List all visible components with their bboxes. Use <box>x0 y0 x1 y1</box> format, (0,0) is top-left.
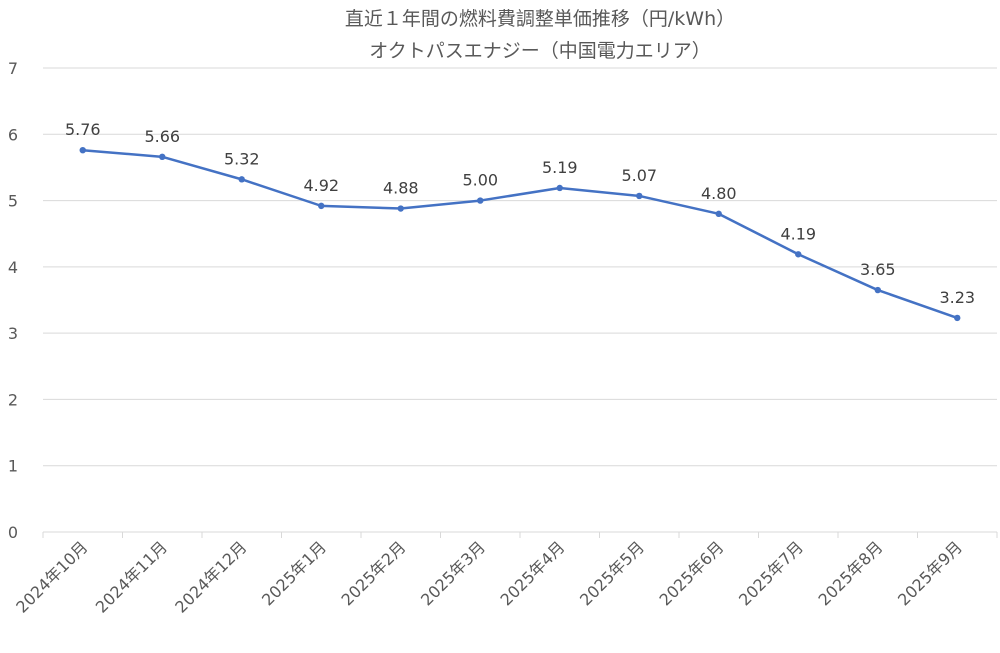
data-point <box>238 176 245 183</box>
data-point <box>79 146 86 154</box>
data-point <box>556 184 563 192</box>
data-label: 5.00 <box>462 171 498 190</box>
y-tick-label: 7 <box>8 59 18 78</box>
series-line <box>81 148 959 320</box>
gridlines <box>43 67 997 467</box>
y-tick-label: 3 <box>8 324 18 343</box>
y-axis: 0 1 2 3 4 5 6 7 <box>8 59 18 542</box>
data-label: 5.66 <box>144 127 180 146</box>
x-tick-label: 2025年3月 <box>417 537 489 609</box>
data-label: 4.88 <box>383 179 419 198</box>
y-tick-label: 4 <box>8 258 18 277</box>
x-tick-label: 2025年6月 <box>656 537 728 609</box>
data-point <box>715 210 722 218</box>
x-tick-label: 2025年9月 <box>894 537 966 609</box>
data-point <box>477 197 484 204</box>
data-point <box>636 192 643 200</box>
x-tick-label: 2024年10月 <box>12 537 91 616</box>
data-point <box>159 153 166 161</box>
x-tick-label: 2025年2月 <box>338 537 410 609</box>
chart-subtitle: オクトパスエナジー（中国電力エリア） <box>369 40 711 62</box>
x-tick-label: 2025年4月 <box>497 537 569 609</box>
data-label: 3.23 <box>939 288 975 307</box>
x-tick-label: 2025年8月 <box>815 537 887 609</box>
data-point <box>397 205 404 212</box>
data-label: 5.32 <box>224 149 260 168</box>
x-tick-label: 2025年1月 <box>258 537 330 609</box>
data-label: 4.92 <box>303 176 339 195</box>
data-point <box>318 202 325 210</box>
y-tick-label: 1 <box>8 457 18 476</box>
chart-title: 直近１年間の燃料費調整単価推移（円/kWh） <box>345 8 735 30</box>
data-point <box>874 286 881 294</box>
data-label: 3.65 <box>860 260 896 279</box>
y-tick-label: 5 <box>8 192 18 211</box>
data-label: 5.19 <box>542 158 578 177</box>
x-tick-label: 2025年7月 <box>735 537 807 609</box>
series-layer <box>79 146 961 322</box>
data-label: 4.19 <box>780 224 816 243</box>
data-label: 5.07 <box>621 166 657 185</box>
data-point <box>954 314 961 322</box>
data-label: 5.76 <box>65 120 101 139</box>
y-tick-label: 6 <box>8 125 18 144</box>
x-tick-label: 2025年5月 <box>576 537 648 609</box>
x-tick-label: 2024年12月 <box>171 537 250 616</box>
data-point <box>795 251 802 258</box>
x-tick-label: 2024年11月 <box>92 537 171 616</box>
data-labels: 5.76 5.66 5.32 4.92 4.88 5.00 5.19 5.07 4.80 4.19… <box>65 120 975 307</box>
data-label: 4.80 <box>701 184 737 203</box>
y-tick-label: 2 <box>8 390 18 409</box>
y-tick-label: 0 <box>8 523 18 542</box>
x-axis: 2024年10月 2024年11月 2024年12月 2025年1月 2025年2月 20… <box>12 531 998 617</box>
